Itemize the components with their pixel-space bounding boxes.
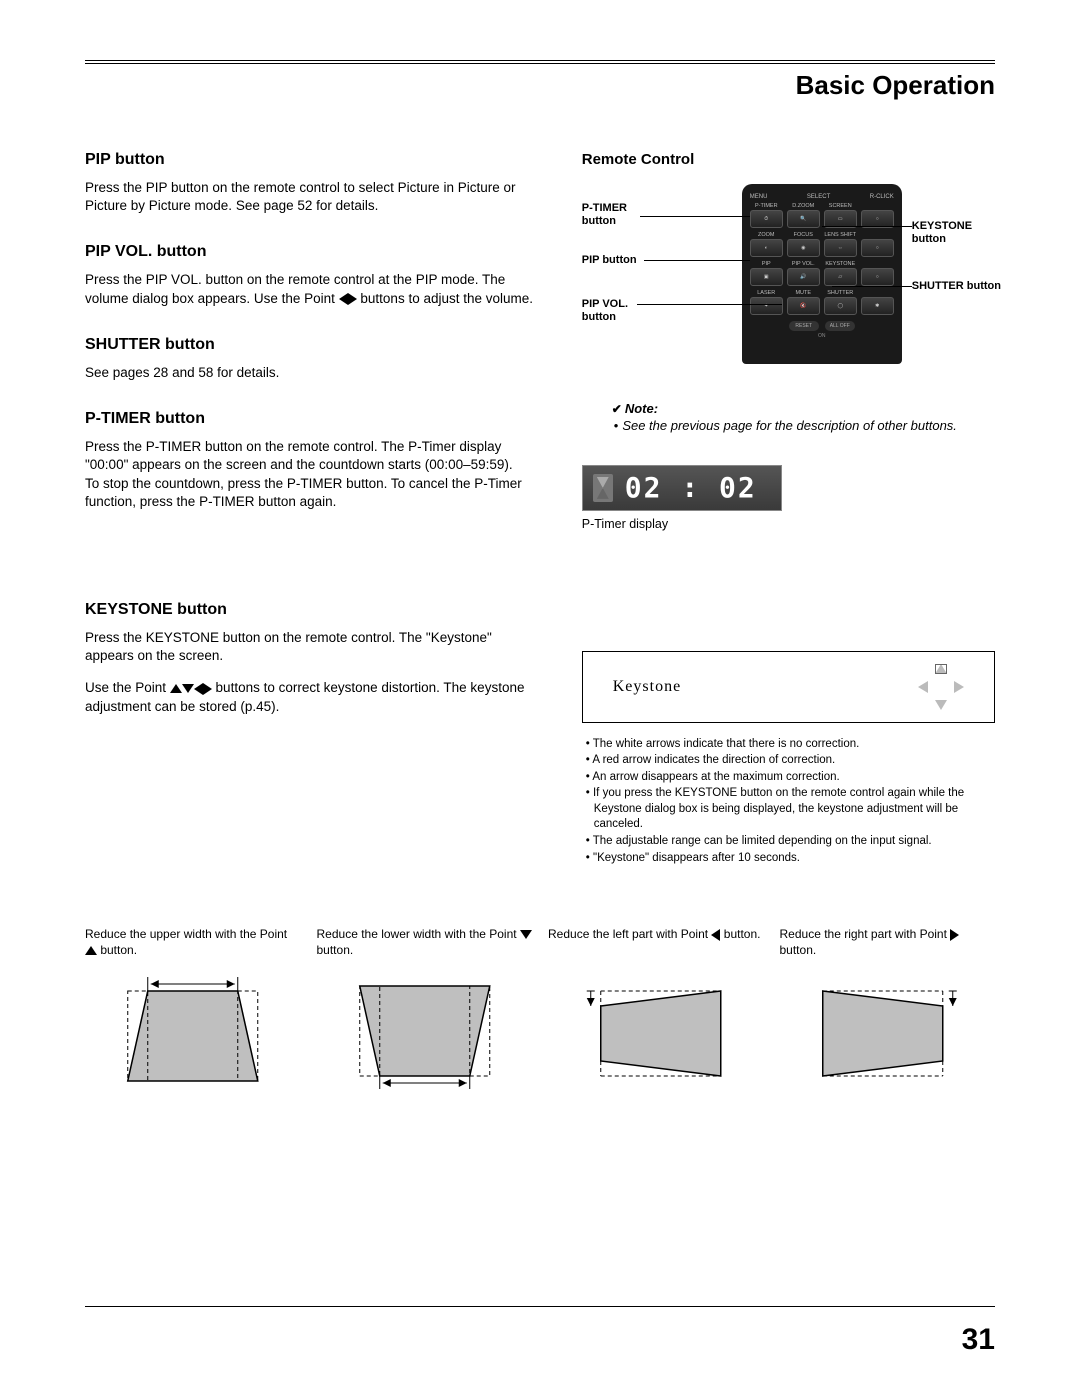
right-column: Remote Control MENU SELECT R-CLICK P-TIM…	[582, 151, 995, 867]
remote-btn: ⏱	[750, 210, 783, 228]
remote-btn: ▣	[750, 268, 783, 286]
alloff-pill: ALL OFF	[825, 321, 855, 331]
trapezoid-left-icon	[548, 971, 764, 1091]
pip-body: Press the PIP button on the remote contr…	[85, 179, 542, 215]
pip-heading: PIP button	[85, 151, 542, 169]
pipvol-body-post: buttons to adjust the volume.	[357, 291, 533, 306]
hourglass-icon	[593, 474, 613, 502]
bullet: A red arrow indicates the direction of c…	[586, 753, 995, 769]
remote-body: MENU SELECT R-CLICK P-TIMER⏱ D.ZOOM🔍 SCR…	[742, 184, 902, 364]
ptimer-time: 02 : 02	[625, 471, 757, 504]
remote-btn: ✦	[750, 297, 783, 315]
trapezoid-up-icon	[85, 971, 301, 1091]
note-heading: Note:	[612, 401, 658, 416]
keystone-heading: KEYSTONE button	[85, 601, 542, 619]
left-arrow-icon	[339, 293, 348, 305]
reset-pill: RESET	[789, 321, 819, 331]
bullet: If you press the KEYSTONE button on the …	[586, 786, 995, 833]
up-arrow-icon	[170, 684, 182, 693]
down-arrow-icon	[520, 930, 532, 939]
remote-btn: ◉	[787, 239, 820, 257]
remote-btn: ○	[861, 268, 894, 286]
left-arrow-icon	[194, 683, 203, 695]
ptimer-display-box: 02 : 02	[582, 465, 782, 511]
ptimer-heading: P-TIMER button	[85, 410, 542, 428]
remote-top-1: SELECT	[807, 194, 830, 200]
keystone-arrows-icon	[918, 664, 964, 710]
remote-btn: 🔍	[787, 210, 820, 228]
remote-top-row: MENU SELECT R-CLICK	[750, 194, 894, 200]
remote-btn: ◯	[824, 297, 857, 315]
pipvol-body: Press the PIP VOL. button on the remote …	[85, 271, 542, 307]
keystone-bullets: The white arrows indicate that there is …	[582, 737, 995, 866]
callout-pip: PIP button	[582, 254, 652, 267]
bullet: An arrow disappears at the maximum corre…	[586, 770, 995, 786]
trapezoid-right-icon	[780, 971, 996, 1091]
keystone-label: Keystone	[613, 678, 681, 696]
ptimer-caption: P-Timer display	[582, 517, 995, 531]
down-arrow-icon	[182, 684, 194, 693]
callout-keystone: KEYSTONE button	[912, 220, 1002, 245]
page-title: Basic Operation	[85, 70, 995, 101]
header-rule	[85, 60, 995, 64]
pipvol-heading: PIP VOL. button	[85, 243, 542, 261]
main-columns: PIP button Press the PIP button on the r…	[85, 151, 995, 867]
footer-rule	[85, 1306, 995, 1307]
shutter-body: See pages 28 and 58 for details.	[85, 364, 542, 382]
keystone-cell-up: Reduce the upper width with the Point bu…	[85, 927, 301, 1096]
on-label: ON	[750, 333, 894, 339]
right-arrow-icon	[950, 929, 959, 941]
remote-btn: ⇔	[824, 239, 857, 257]
left-column: PIP button Press the PIP button on the r…	[85, 151, 542, 867]
page-number: 31	[962, 1323, 995, 1357]
keystone-cell-down: Reduce the lower width with the Point bu…	[317, 927, 533, 1096]
callout-pipvol: PIP VOL. button	[582, 298, 652, 323]
remote-btn: ◐	[750, 239, 783, 257]
keystone-cell-right: Reduce the right part with Point button.	[780, 927, 996, 1096]
keystone-body1: Press the KEYSTONE button on the remote …	[85, 629, 542, 665]
bullet: "Keystone" disappears after 10 seconds.	[586, 851, 995, 867]
remote-grid: P-TIMER⏱ D.ZOOM🔍 SCREEN▭ ○ ZOOM◐ FOCUS◉ …	[750, 203, 894, 315]
keystone-dialog: Keystone	[582, 651, 995, 723]
remote-btn: ▱	[824, 268, 857, 286]
shutter-heading: SHUTTER button	[85, 336, 542, 354]
remote-top-2: R-CLICK	[870, 194, 894, 200]
keystone-body2-pre: Use the Point	[85, 680, 170, 695]
note-body: See the previous page for the descriptio…	[626, 418, 995, 435]
callout-shutter: SHUTTER button	[912, 280, 1002, 293]
keystone-cell-left: Reduce the left part with Point button.	[548, 927, 764, 1096]
note-block: Note: See the previous page for the desc…	[612, 400, 995, 435]
keystone-body2: Use the Point buttons to correct keyston…	[85, 679, 542, 715]
remote-reset-row: RESET ALL OFF	[750, 321, 894, 331]
remote-btn: ○	[861, 239, 894, 257]
remote-heading: Remote Control	[582, 151, 995, 168]
remote-btn: ✱	[861, 297, 894, 315]
callout-ptimer: P-TIMER button	[582, 202, 652, 227]
trapezoid-down-icon	[317, 971, 533, 1091]
remote-btn: 🔊	[787, 268, 820, 286]
bullet: The adjustable range can be limited depe…	[586, 834, 995, 850]
ptimer-body: Press the P-TIMER button on the remote c…	[85, 438, 542, 511]
keystone-diagram-row: Reduce the upper width with the Point bu…	[85, 927, 995, 1096]
right-arrow-icon	[348, 293, 357, 305]
remote-top-0: MENU	[750, 194, 768, 200]
remote-btn: 🔇	[787, 297, 820, 315]
up-arrow-icon	[85, 946, 97, 955]
remote-diagram: MENU SELECT R-CLICK P-TIMER⏱ D.ZOOM🔍 SCR…	[582, 180, 995, 380]
right-arrow-icon	[203, 683, 212, 695]
bullet: The white arrows indicate that there is …	[586, 737, 995, 753]
